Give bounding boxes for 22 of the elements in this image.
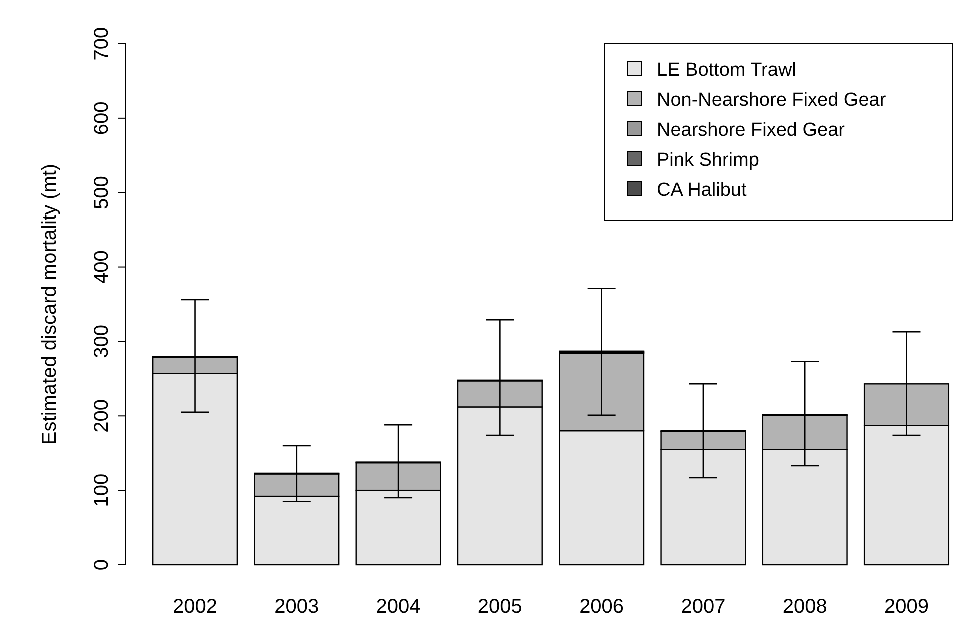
x-tick-label: 2006 bbox=[580, 596, 624, 618]
y-tick-label: 700 bbox=[91, 27, 113, 61]
y-tick-label: 600 bbox=[91, 102, 113, 136]
legend-label: Non-Nearshore Fixed Gear bbox=[657, 90, 887, 111]
x-tick-label: 2009 bbox=[884, 596, 929, 618]
legend-label: LE Bottom Trawl bbox=[657, 60, 796, 81]
x-tick-label: 2002 bbox=[173, 596, 218, 618]
y-tick-label: 100 bbox=[91, 474, 113, 508]
legend-label: Pink Shrimp bbox=[657, 150, 760, 171]
x-tick-label: 2003 bbox=[274, 596, 320, 618]
x-tick-label: 2004 bbox=[376, 596, 421, 618]
x-tick-label: 2007 bbox=[681, 596, 726, 618]
legend-label: Nearshore Fixed Gear bbox=[657, 120, 846, 141]
legend-label: CA Halibut bbox=[657, 180, 748, 201]
y-tick-label: 0 bbox=[91, 559, 113, 571]
y-tick-label: 300 bbox=[91, 325, 113, 358]
x-tick-label: 2008 bbox=[782, 596, 828, 618]
y-tick-label: 200 bbox=[91, 399, 113, 433]
y-axis-title: Estimated discard mortality (mt) bbox=[39, 164, 61, 446]
y-tick-label: 400 bbox=[91, 250, 113, 284]
y-tick-label: 500 bbox=[91, 176, 113, 210]
x-tick-label: 2005 bbox=[478, 596, 522, 618]
